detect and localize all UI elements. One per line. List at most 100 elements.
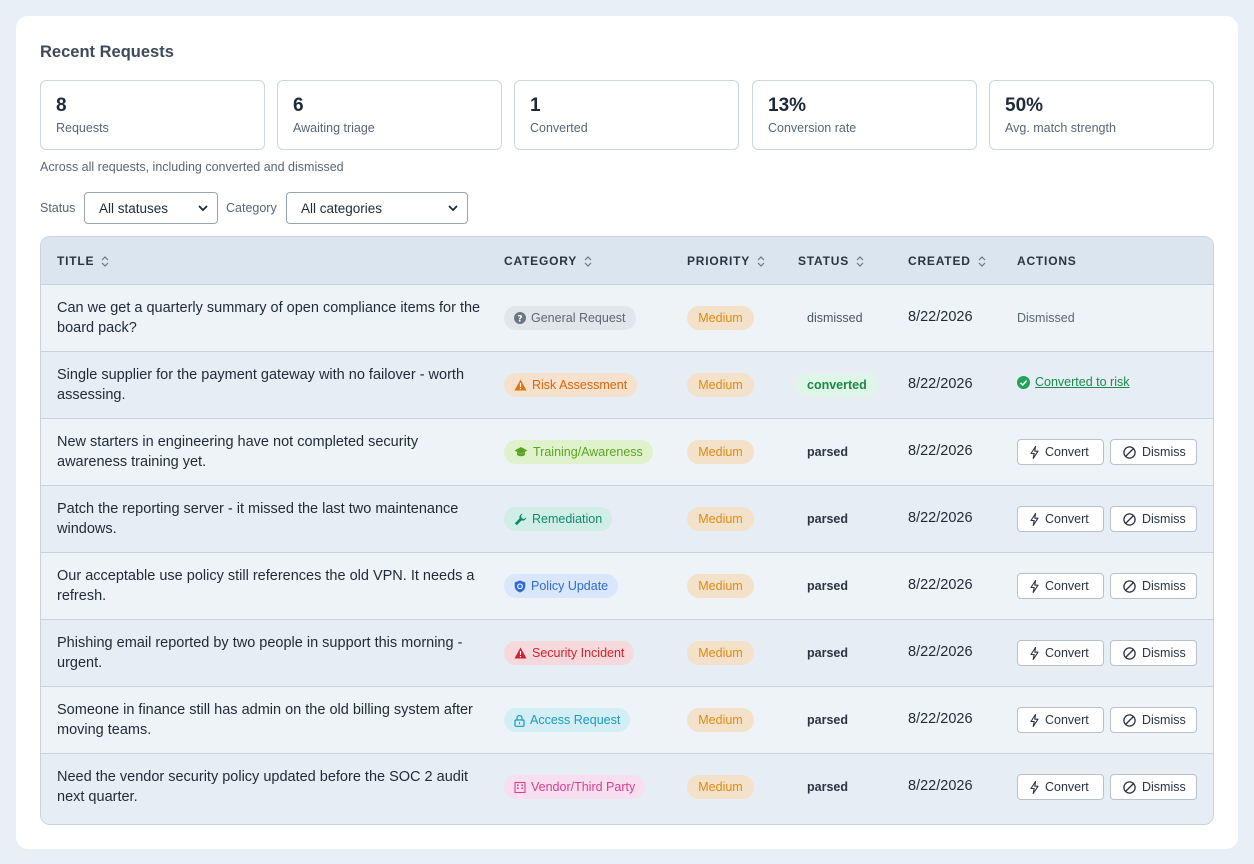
column-header-title[interactable]: TITLE (57, 254, 109, 268)
page-title: Recent Requests (40, 43, 174, 61)
dismiss-button[interactable]: Dismiss (1110, 707, 1197, 733)
stat-value: 13% (768, 95, 807, 116)
dismiss-button[interactable]: Dismiss (1110, 640, 1197, 666)
category-badge: Security Incident (504, 641, 635, 665)
created-date: 8/22/2026 (908, 376, 973, 392)
created-date: 8/22/2026 (908, 711, 973, 727)
wrench-icon (514, 513, 527, 525)
request-title: Can we get a quarterly summary of open c… (57, 300, 481, 336)
column-header-created[interactable]: CREATED (908, 254, 986, 268)
lightning-icon (1030, 713, 1039, 727)
sort-icon (856, 255, 864, 267)
status-filter-select[interactable]: All statuses (84, 192, 218, 224)
recent-requests-panel: Recent Requests 8 Requests 6 Awaiting tr… (16, 16, 1238, 849)
request-title: Phishing email reported by two people in… (57, 635, 463, 671)
stat-value: 8 (56, 95, 67, 116)
convert-button[interactable]: Convert (1017, 774, 1104, 800)
lightning-icon (1030, 646, 1039, 660)
stat-label: Avg. match strength (1005, 121, 1116, 135)
dismiss-button[interactable]: Dismiss (1110, 506, 1197, 532)
dismiss-button[interactable]: Dismiss (1110, 774, 1197, 800)
status-text: parsed (807, 713, 848, 727)
dismiss-label: Dismiss (1142, 512, 1186, 526)
status-text: parsed (807, 780, 848, 794)
stat-label: Requests (56, 121, 109, 135)
created-date: 8/22/2026 (908, 778, 973, 794)
column-header-actions: ACTIONS (1017, 254, 1077, 268)
table-row: Can we get a quarterly summary of open c… (41, 285, 1213, 352)
converted-to-risk-link[interactable]: Converted to risk (1017, 375, 1129, 389)
question-icon: ? (514, 312, 526, 324)
stat-value: 50% (1005, 95, 1044, 116)
ban-icon (1123, 646, 1136, 660)
column-header-category[interactable]: CATEGORY (504, 254, 592, 268)
table-row: Single supplier for the payment gateway … (41, 352, 1213, 419)
priority-badge: Medium (687, 641, 754, 665)
table-row: New starters in engineering have not com… (41, 419, 1213, 486)
category-label: General Request (531, 311, 626, 325)
column-header-label: ACTIONS (1017, 254, 1077, 268)
column-header-status[interactable]: STATUS (798, 254, 864, 268)
graduation-cap-icon (514, 447, 528, 457)
convert-button[interactable]: Convert (1017, 506, 1104, 532)
dismiss-label: Dismiss (1142, 713, 1186, 727)
category-label: Policy Update (531, 579, 609, 593)
stat-card-conversion-rate: 13% Conversion rate (752, 80, 977, 150)
sort-icon (584, 255, 592, 267)
convert-label: Convert (1045, 646, 1089, 660)
request-title: Patch the reporting server - it missed t… (57, 501, 459, 537)
sort-icon (101, 255, 109, 267)
stat-value: 6 (293, 95, 304, 116)
dismiss-button[interactable]: Dismiss (1110, 573, 1197, 599)
ban-icon (1123, 512, 1136, 526)
category-badge: Policy Update (504, 574, 619, 598)
warning-icon (514, 379, 527, 391)
convert-label: Convert (1045, 579, 1089, 593)
category-filter-value: All categories (301, 201, 383, 216)
category-label: Access Request (530, 713, 621, 727)
priority-badge: Medium (687, 373, 754, 397)
category-badge: Training/Awareness (504, 440, 653, 464)
stats-note: Across all requests, including converted… (40, 160, 344, 174)
request-title: Single supplier for the payment gateway … (57, 367, 465, 403)
category-label: Remediation (532, 512, 603, 526)
category-filter-select[interactable]: All categories (286, 192, 468, 224)
convert-label: Convert (1045, 713, 1089, 727)
category-label: Security Incident (532, 646, 625, 660)
created-date: 8/22/2026 (908, 510, 973, 526)
request-title: New starters in engineering have not com… (57, 434, 419, 470)
priority-badge: Medium (687, 708, 754, 732)
convert-button[interactable]: Convert (1017, 707, 1104, 733)
building-icon (514, 781, 526, 793)
column-header-priority[interactable]: PRIORITY (687, 254, 765, 268)
sort-icon (757, 255, 765, 267)
table-row: Need the vendor security policy updated … (41, 754, 1213, 824)
chevron-down-icon (198, 205, 208, 212)
stat-card-awaiting-triage: 6 Awaiting triage (277, 80, 502, 150)
priority-badge: Medium (687, 574, 754, 598)
ban-icon (1123, 445, 1136, 459)
convert-button[interactable]: Convert (1017, 439, 1104, 465)
column-header-label: PRIORITY (687, 254, 751, 268)
requests-table: TITLE CATEGORY PRIORITY STATUS CREATED A… (40, 236, 1214, 825)
request-title: Someone in finance still has admin on th… (57, 702, 473, 738)
column-header-label: CATEGORY (504, 254, 578, 268)
sort-icon (978, 255, 986, 267)
status-filter-value: All statuses (99, 201, 169, 216)
alert-icon (514, 647, 527, 659)
column-header-label: TITLE (57, 254, 95, 268)
dismiss-label: Dismiss (1142, 780, 1186, 794)
status-text: dismissed (807, 311, 863, 325)
convert-button[interactable]: Convert (1017, 640, 1104, 666)
category-badge: Vendor/Third Party (504, 775, 646, 799)
table-row: Phishing email reported by two people in… (41, 620, 1213, 687)
convert-button[interactable]: Convert (1017, 573, 1104, 599)
lightning-icon (1030, 512, 1039, 526)
dismiss-label: Dismiss (1142, 579, 1186, 593)
status-text: parsed (807, 445, 848, 459)
dismiss-label: Dismiss (1142, 445, 1186, 459)
category-badge: Access Request (504, 708, 631, 732)
status-filter-label: Status (40, 201, 76, 215)
dismiss-button[interactable]: Dismiss (1110, 439, 1197, 465)
stat-label: Converted (530, 121, 588, 135)
